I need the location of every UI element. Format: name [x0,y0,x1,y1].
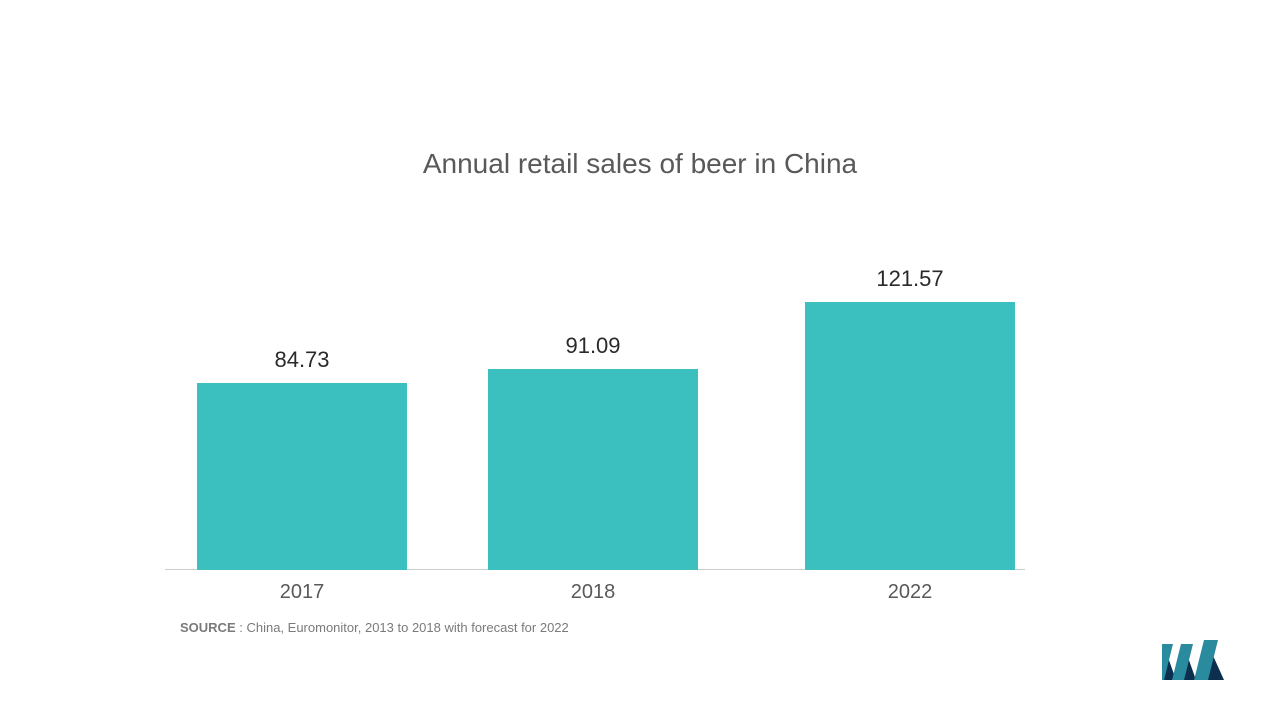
chart-container: Annual retail sales of beer in China 84.… [0,0,1280,720]
source-line: SOURCE : China, Euromonitor, 2013 to 201… [180,620,569,635]
chart-title-text: Annual retail sales of beer in China [423,148,857,179]
chart-title: Annual retail sales of beer in China [0,148,1280,180]
bar-label-0: 2017 [202,581,402,604]
brand-logo [1162,640,1224,680]
bar-1 [488,369,698,570]
source-label: SOURCE [180,620,236,635]
bar-value-1: 91.09 [493,333,693,359]
bar-value-2: 121.57 [810,266,1010,292]
chart-plot-area: 84.73 2017 91.09 2018 121.57 2022 [165,270,1025,570]
logo-icon [1162,640,1224,680]
bar-label-2: 2022 [810,581,1010,604]
bar-2 [805,302,1015,570]
bar-0 [197,383,407,570]
bar-value-0: 84.73 [202,347,402,373]
source-text: : China, Euromonitor, 2013 to 2018 with … [236,620,569,635]
bar-label-1: 2018 [493,581,693,604]
